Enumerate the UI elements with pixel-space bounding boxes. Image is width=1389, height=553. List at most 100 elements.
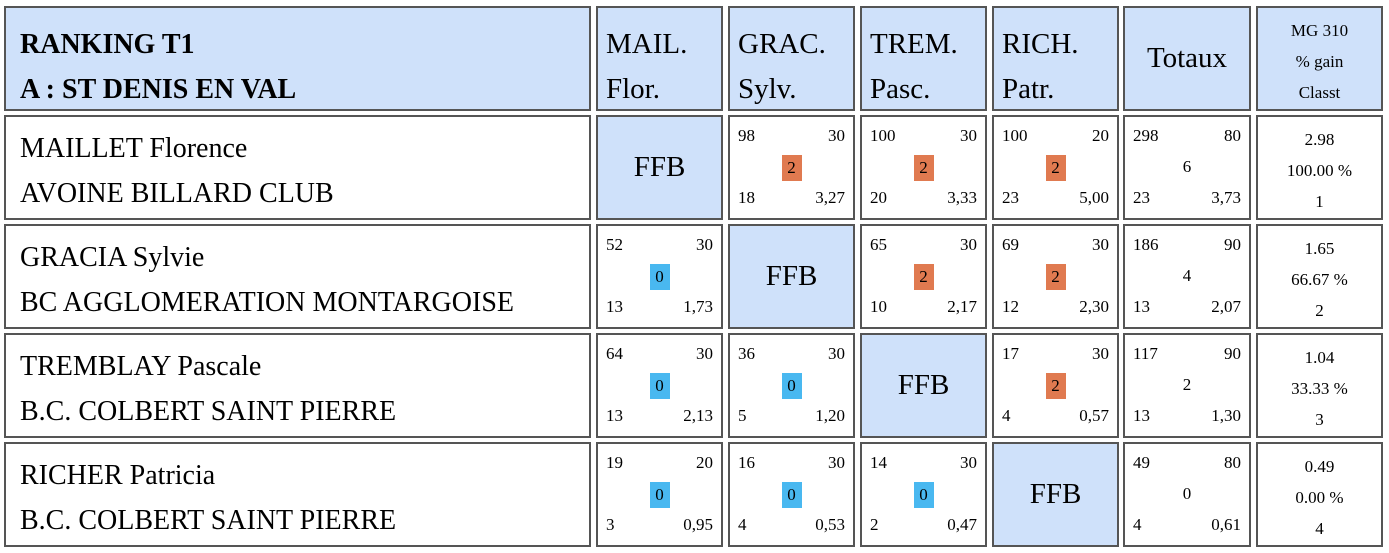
- pct-gain: 33.33 %: [1291, 379, 1348, 398]
- win-points-badge: 2: [781, 155, 802, 181]
- totals-cell: 186 90 4 13 2,07: [1123, 224, 1251, 329]
- column-header-line1: TREM.: [870, 28, 958, 60]
- points-value: 98: [738, 126, 755, 145]
- stats-cell: 1.04 33.33 % 3: [1256, 333, 1383, 438]
- stats-cell: 0.49 0.00 % 4: [1256, 442, 1383, 547]
- serie-value: 13: [606, 406, 623, 425]
- serie-value: 20: [870, 188, 887, 207]
- column-header-stats: MG 310 % gain Classt: [1256, 6, 1383, 111]
- totals-cell: 298 80 6 23 3,73: [1123, 115, 1251, 220]
- best-serie: 13: [1133, 297, 1150, 316]
- moyenne-value: 3,27: [815, 188, 845, 207]
- moyenne-generale: 1.65: [1304, 239, 1335, 258]
- serie-value: 3: [606, 515, 615, 534]
- total-moyenne: 1,30: [1211, 406, 1241, 425]
- column-header-line2: Pasc.: [870, 73, 931, 105]
- match-result-cell: 19 20 0 3 0,95: [596, 442, 723, 547]
- total-reprises: 90: [1224, 235, 1241, 254]
- moyenne-value: 2,13: [683, 406, 713, 425]
- column-header-line2: Sylv.: [738, 73, 797, 105]
- ffb-label: FFB: [897, 369, 950, 401]
- totals-cell: 117 90 2 13 1,30: [1123, 333, 1251, 438]
- loss-points-badge: 0: [649, 482, 670, 508]
- best-serie: 13: [1133, 406, 1150, 425]
- moyenne-value: 0,95: [683, 515, 713, 534]
- ranking-title: RANKING T1: [20, 29, 195, 60]
- match-result-cell: 14 30 0 2 0,47: [860, 442, 987, 547]
- best-serie: 4: [1133, 515, 1142, 534]
- best-serie: 23: [1133, 188, 1150, 207]
- moyenne-value: 2,17: [947, 297, 977, 316]
- totaux-label: Totaux: [1146, 42, 1228, 74]
- player-name: GRACIA Sylvie: [20, 242, 205, 273]
- column-header-line2: Flor.: [606, 73, 660, 105]
- serie-value: 10: [870, 297, 887, 316]
- points-value: 17: [1002, 344, 1019, 363]
- total-reprises: 80: [1224, 126, 1241, 145]
- classement-label: Classt: [1298, 83, 1341, 102]
- match-result-cell: 64 30 0 13 2,13: [596, 333, 723, 438]
- loss-points-badge: 0: [913, 482, 934, 508]
- points-value: 65: [870, 235, 887, 254]
- moyenne-value: 3,33: [947, 188, 977, 207]
- column-header-gracia: GRAC. Sylv.: [728, 6, 855, 111]
- serie-value: 2: [870, 515, 879, 534]
- points-value: 100: [1002, 126, 1028, 145]
- points-value: 52: [606, 235, 623, 254]
- moyenne-value: 0,57: [1079, 406, 1109, 425]
- ffb-label: FFB: [765, 260, 818, 292]
- serie-value: 5: [738, 406, 747, 425]
- match-result-cell: 36 30 0 5 1,20: [728, 333, 855, 438]
- pct-gain: 66.67 %: [1291, 270, 1348, 289]
- serie-value: 12: [1002, 297, 1019, 316]
- serie-value: 4: [1002, 406, 1011, 425]
- club-name: B.C. COLBERT SAINT PIERRE: [20, 396, 397, 427]
- reprises-value: 30: [828, 344, 845, 363]
- reprises-value: 20: [1092, 126, 1109, 145]
- total-points: 186: [1133, 235, 1159, 254]
- match-result-cell: 16 30 0 4 0,53: [728, 442, 855, 547]
- points-value: 64: [606, 344, 623, 363]
- column-header-tremblay: TREM. Pasc.: [860, 6, 987, 111]
- win-points-badge: 2: [1045, 373, 1066, 399]
- reprises-value: 30: [960, 453, 977, 472]
- column-header-line1: GRAC.: [738, 28, 826, 60]
- points-value: 16: [738, 453, 755, 472]
- total-moyenne: 3,73: [1211, 188, 1241, 207]
- reprises-value: 20: [696, 453, 713, 472]
- totals-cell: 49 80 0 4 0,61: [1123, 442, 1251, 547]
- moyenne-generale: 2.98: [1304, 130, 1335, 149]
- total-moyenne: 2,07: [1211, 297, 1241, 316]
- player-name: RICHER Patricia: [20, 460, 216, 491]
- ffb-label: FFB: [633, 151, 686, 183]
- total-match-points: 2: [1182, 375, 1192, 394]
- win-points-badge: 2: [913, 155, 934, 181]
- column-header-line2: Patr.: [1002, 73, 1055, 105]
- player-cell-maillet: MAILLET Florence AVOINE BILLARD CLUB: [4, 115, 591, 220]
- club-name: B.C. COLBERT SAINT PIERRE: [20, 505, 397, 536]
- match-result-cell: 17 30 2 4 0,57: [992, 333, 1119, 438]
- player-cell-richer: RICHER Patricia B.C. COLBERT SAINT PIERRE: [4, 442, 591, 547]
- classement: 1: [1315, 192, 1324, 211]
- match-result-cell: 65 30 2 10 2,17: [860, 224, 987, 329]
- loss-points-badge: 0: [781, 373, 802, 399]
- poule-subtitle: A : ST DENIS EN VAL: [20, 74, 297, 105]
- moyenne-value: 0,53: [815, 515, 845, 534]
- player-name: TREMBLAY Pascale: [20, 351, 262, 382]
- moyenne-value: 1,20: [815, 406, 845, 425]
- win-points-badge: 2: [1045, 155, 1066, 181]
- moyenne-value: 0,47: [947, 515, 977, 534]
- total-reprises: 90: [1224, 344, 1241, 363]
- loss-points-badge: 0: [781, 482, 802, 508]
- ffb-cell: FFB: [860, 333, 987, 438]
- club-name: AVOINE BILLARD CLUB: [20, 178, 334, 209]
- points-value: 36: [738, 344, 755, 363]
- total-reprises: 80: [1224, 453, 1241, 472]
- ffb-cell: FFB: [992, 442, 1119, 547]
- player-cell-tremblay: TREMBLAY Pascale B.C. COLBERT SAINT PIERR…: [4, 333, 591, 438]
- total-match-points: 4: [1182, 266, 1192, 285]
- column-header-line1: RICH.: [1002, 28, 1079, 60]
- win-points-badge: 2: [1045, 264, 1066, 290]
- mg-label: MG 310: [1290, 21, 1349, 40]
